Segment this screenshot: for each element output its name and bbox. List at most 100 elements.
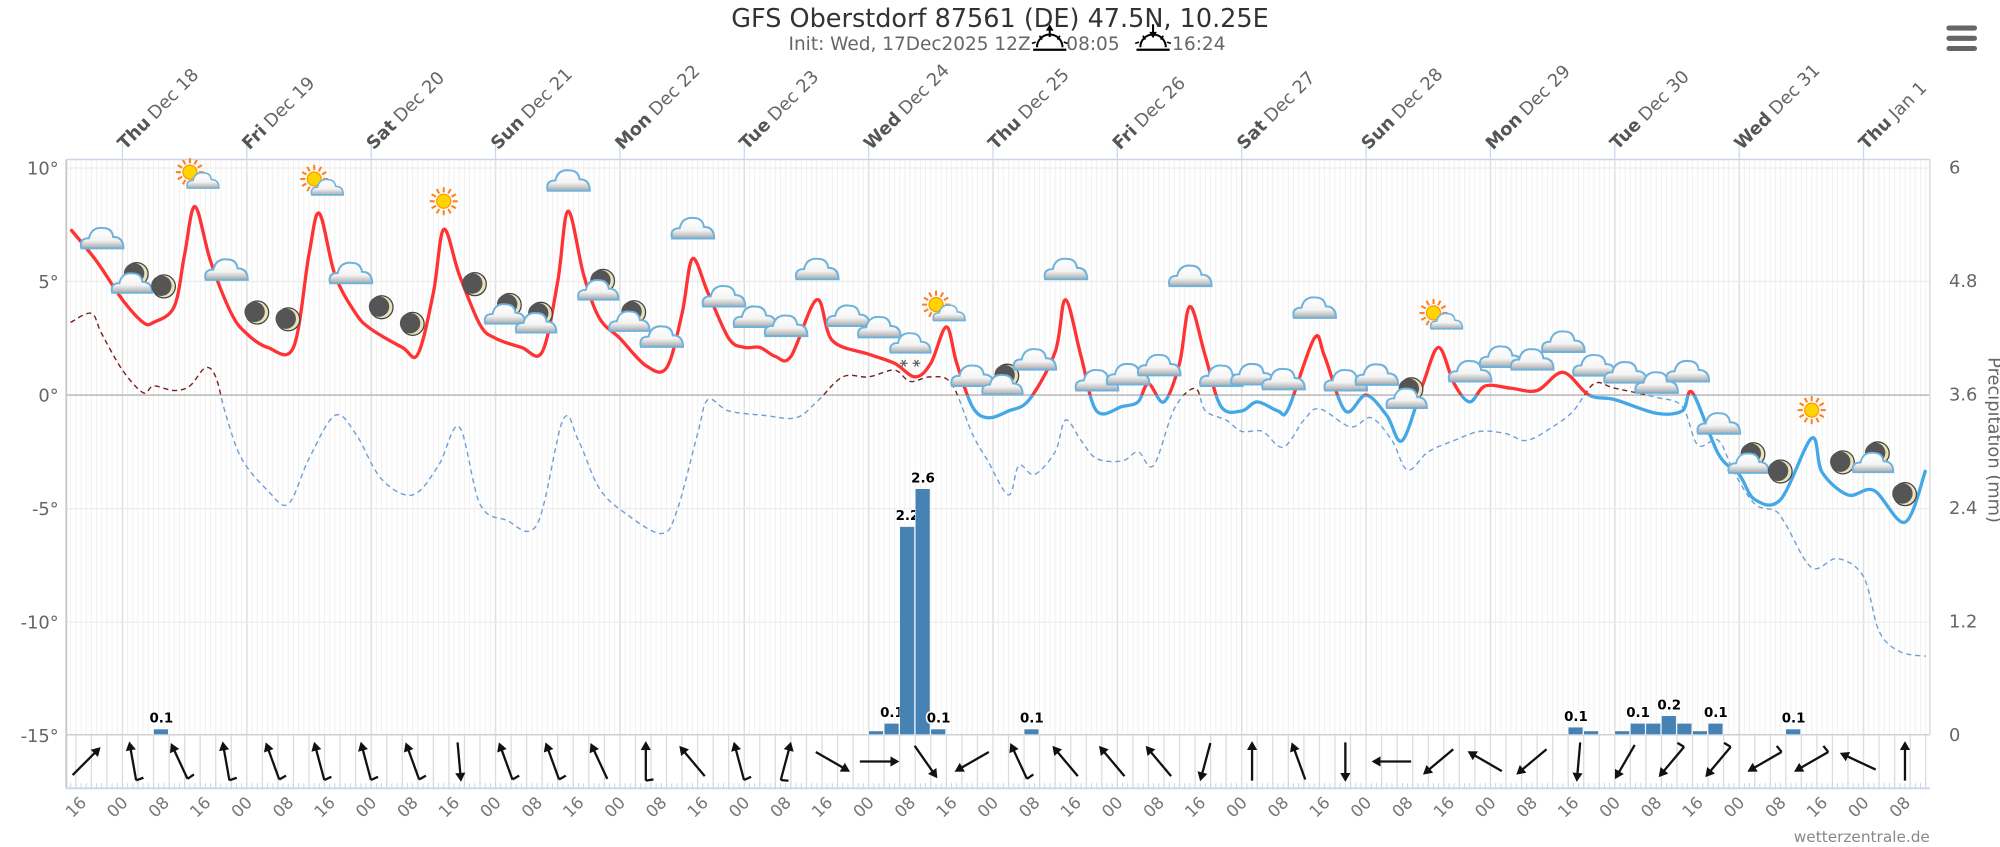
cloud-icon bbox=[1230, 362, 1275, 386]
wind-arrow-icon bbox=[1467, 751, 1503, 773]
weather-icon-cloud bbox=[794, 257, 840, 281]
x-hour-tick-label: 00 bbox=[1223, 793, 1251, 821]
precipitation-value-label: 2.6 bbox=[911, 471, 935, 486]
precipitation-value-label: 0.2 bbox=[1657, 698, 1681, 713]
cloud-icon bbox=[546, 169, 591, 192]
x-hour-tick-label: 00 bbox=[1347, 793, 1375, 821]
day-label-date: Dec 18 bbox=[144, 65, 203, 124]
y-right-tick-label: 3.6 bbox=[1949, 385, 1977, 406]
weather-icon-cloud bbox=[763, 314, 809, 338]
wind-barb bbox=[645, 778, 654, 782]
weather-icon-cloud bbox=[1603, 361, 1648, 384]
day-label-weekday: Wed bbox=[1730, 108, 1776, 154]
snowflake-icon bbox=[899, 359, 921, 367]
x-hour-tick-label: 00 bbox=[352, 793, 380, 821]
cloud-icon bbox=[1727, 452, 1770, 474]
wind-barb bbox=[278, 774, 287, 781]
x-hour-tick-label: 16 bbox=[808, 793, 836, 821]
credit-text: wetterzentrale.de bbox=[1794, 828, 1930, 846]
wind-barb bbox=[418, 774, 427, 781]
day-label: TueDec 30 bbox=[1606, 66, 1694, 154]
weather-icon-moon bbox=[368, 295, 394, 320]
x-hour-tick-label: 08 bbox=[891, 793, 919, 821]
wind-barb bbox=[323, 775, 332, 782]
cloud-icon bbox=[1603, 361, 1648, 384]
cloud-icon bbox=[1696, 412, 1742, 435]
wind-arrow-icon bbox=[640, 741, 654, 782]
cloud-icon bbox=[608, 310, 651, 332]
day-label-date: Dec 27 bbox=[1260, 67, 1319, 126]
x-hour-tick-label: 08 bbox=[269, 793, 297, 821]
weather-icon-moon-cloud bbox=[1727, 442, 1770, 474]
hamburger-menu-icon[interactable] bbox=[1946, 25, 1978, 52]
weather-icon-cloud bbox=[1230, 362, 1275, 386]
wind-arrow-icon bbox=[731, 741, 752, 782]
wind-arrow-icon bbox=[1340, 742, 1351, 782]
weather-icon-sun-cloud bbox=[922, 290, 966, 322]
cloud-icon bbox=[1541, 330, 1586, 353]
day-label-date: Dec 28 bbox=[1388, 64, 1447, 123]
weather-icon-sun-cloud bbox=[175, 158, 220, 189]
cloud-icon bbox=[1634, 371, 1679, 394]
day-label-weekday: Mon bbox=[611, 109, 656, 154]
day-label-weekday: Thu bbox=[1855, 113, 1896, 154]
y-left-tick-label: -5° bbox=[32, 499, 59, 520]
moon-icon bbox=[275, 307, 301, 332]
cloud-icon bbox=[577, 279, 620, 301]
weather-icon-cloud bbox=[1696, 412, 1742, 435]
y-right-tick-label: 4.8 bbox=[1949, 271, 1977, 292]
weather-icon-cloud bbox=[1043, 257, 1089, 281]
weather-icon-moon-cloud bbox=[1385, 377, 1428, 410]
wind-arrow-icon bbox=[954, 750, 990, 772]
precipitation-value-label: 2.2 bbox=[896, 509, 920, 524]
day-label-date: Dec 21 bbox=[517, 64, 576, 123]
sun-icon bbox=[1797, 396, 1826, 425]
x-hour-tick-label: 08 bbox=[1886, 793, 1914, 821]
sun-icon bbox=[429, 187, 458, 216]
wind-arrow-icon bbox=[1614, 744, 1636, 780]
weather-icon-cloud bbox=[1541, 330, 1586, 353]
day-label: FriDec 19 bbox=[238, 73, 319, 154]
day-label-weekday: Thu bbox=[114, 113, 155, 154]
x-hour-tick-label: 08 bbox=[393, 793, 421, 821]
y-left-tick-label: 10° bbox=[27, 158, 59, 179]
weather-icon-moon-cloud bbox=[981, 363, 1024, 396]
wind-arrow-icon bbox=[169, 743, 195, 780]
moon-icon bbox=[1767, 459, 1793, 484]
x-hour-tick-label: 08 bbox=[1513, 793, 1541, 821]
precipitation-value-label: 0.1 bbox=[880, 706, 904, 721]
wind-arrow-icon bbox=[311, 741, 332, 782]
x-hour-tick-label: 08 bbox=[1264, 793, 1292, 821]
cloud-icon bbox=[483, 303, 527, 325]
x-hour-tick-label: 00 bbox=[974, 793, 1002, 821]
x-hour-tick-label: 16 bbox=[1803, 793, 1831, 821]
cloud-icon bbox=[981, 373, 1024, 396]
sunrise-time: 08:05 bbox=[1066, 34, 1119, 55]
day-label-weekday: Sat bbox=[1233, 115, 1272, 154]
day-label-weekday: Fri bbox=[238, 121, 271, 154]
wind-barb bbox=[229, 776, 238, 782]
weather-icon-cloud bbox=[546, 169, 591, 192]
wind-arrow-icon bbox=[1099, 745, 1126, 777]
moon-icon bbox=[1830, 450, 1855, 475]
y-right-tick-label: 0 bbox=[1949, 725, 1960, 746]
cloud-icon bbox=[1447, 359, 1493, 383]
weather-icon-cloud bbox=[1354, 363, 1400, 386]
day-label: SatDec 20 bbox=[362, 67, 449, 154]
x-hour-tick-label: 00 bbox=[1596, 793, 1624, 821]
weather-icon-moon-cloud bbox=[1851, 441, 1895, 474]
x-hour-tick-label: 00 bbox=[476, 793, 504, 821]
weather-icon-cloud bbox=[1509, 348, 1555, 371]
wind-barb bbox=[511, 774, 520, 781]
sunrise-icon bbox=[1031, 24, 1068, 51]
cloud-icon bbox=[1167, 264, 1213, 288]
day-label-weekday: Wed bbox=[860, 108, 906, 154]
day-label: TueDec 23 bbox=[735, 66, 823, 154]
wind-arrow-icon bbox=[358, 741, 379, 782]
y-right-tick-label: 1.2 bbox=[1949, 612, 1977, 633]
wind-arrow-icon bbox=[859, 756, 900, 767]
weather-icon-cloud bbox=[639, 325, 685, 348]
moon-icon bbox=[462, 272, 487, 297]
x-hour-tick-label: 16 bbox=[684, 793, 712, 821]
weather-icon-cloud bbox=[950, 364, 995, 388]
